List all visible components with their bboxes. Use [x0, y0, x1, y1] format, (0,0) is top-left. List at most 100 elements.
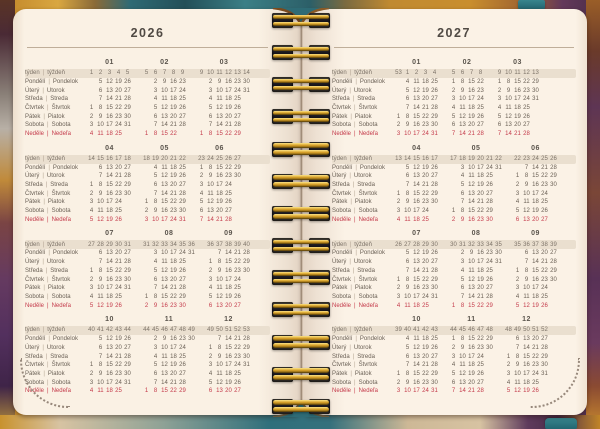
month-header-row: 01 02 03	[25, 58, 270, 68]
date-cell: 11	[459, 105, 466, 112]
date-cell: 11	[523, 293, 530, 300]
date-cell: 27	[431, 96, 438, 103]
date-cell: 19	[106, 302, 113, 309]
date-cell: 12	[97, 216, 104, 223]
week-number-cell: 44	[143, 327, 150, 334]
date-cell: 5	[451, 113, 456, 120]
week-number-cell: 6	[460, 70, 465, 77]
week-number-cell: 15	[97, 155, 104, 162]
date-cell: 14	[161, 190, 168, 197]
label-separator: |	[355, 164, 357, 171]
label-separator: |	[45, 182, 48, 189]
week-number-cell: 30	[115, 241, 122, 248]
date-cell: 25	[115, 208, 122, 215]
day-name-sk: Utorok	[46, 173, 65, 180]
week-number-cell: 39	[234, 241, 241, 248]
date-cell: 6	[405, 353, 410, 360]
quarter-block: 07 08 09 týden | týždeň 27 28 29 30 31 31 32 33 34 35 36…	[25, 229, 270, 310]
date-cell	[494, 284, 503, 293]
date-cell: 26	[486, 182, 493, 189]
date-cell: 12	[106, 336, 113, 343]
date-cell	[449, 267, 458, 276]
row-label: Čtvrtek | Štvrtok	[25, 104, 87, 113]
week-number-cell: 38	[225, 241, 232, 248]
row-label: Pondělí | Pondelok	[25, 335, 87, 344]
date-cell: 28	[124, 353, 131, 360]
day-name-cs: Čtvrtek	[25, 105, 45, 112]
date-cell: 5	[497, 113, 502, 120]
week-band: týden | týždeň 14 15 16 17 18 18 19 20 21 22 23 24 25 26…	[25, 154, 270, 164]
week-number-cell: 14	[243, 70, 250, 77]
date-cell: 7	[98, 96, 103, 103]
month-header-row: 01 02 03	[332, 58, 576, 68]
dates-group: 5 12 19 26	[142, 267, 196, 276]
date-cell: 30	[124, 276, 131, 283]
date-cell: 19	[523, 388, 530, 395]
date-cell: 15	[106, 182, 113, 189]
week-number-cell: 11	[514, 70, 521, 77]
date-cell: 2	[199, 173, 204, 180]
dates-group: 7 14 21 28	[87, 258, 132, 267]
date-cell: 26	[477, 370, 484, 377]
date-cell: 17	[514, 96, 521, 103]
day-name-cs: Pátek	[332, 113, 348, 120]
day-row: Čtvrtek | Štvrtok 2 9 16 23 30 6 13 20 27 3 10 17 24	[25, 276, 270, 285]
date-cell: 20	[422, 353, 429, 360]
day-name-cs: Sobota	[25, 293, 45, 300]
dates-group: 1 8 15 22 29	[513, 172, 558, 181]
date-cell: 20	[422, 96, 429, 103]
date-cell: 15	[106, 362, 113, 369]
date-cell: 16	[413, 122, 420, 129]
date-cell: 19	[422, 250, 429, 257]
date-cell: 25	[486, 267, 493, 274]
date-cell: 20	[170, 276, 177, 283]
date-cell: 21	[115, 353, 122, 360]
date-cell: 20	[477, 190, 484, 197]
row-label: Čtvrtek | Štvrtok	[25, 361, 87, 370]
date-cell: 2	[396, 379, 401, 386]
date-cell	[197, 78, 206, 87]
date-cell: 25	[541, 199, 548, 206]
dates-group: 7 14 21 28	[142, 190, 187, 199]
cover-edge-left	[0, 0, 15, 429]
week-number-cell: 9	[199, 70, 204, 77]
date-cell	[485, 387, 494, 396]
week-number-cell: 46	[468, 327, 475, 334]
date-cell: 10	[161, 87, 168, 94]
label-separator: |	[47, 190, 49, 197]
date-cell	[187, 302, 196, 311]
label-separator: |	[355, 250, 357, 257]
date-cell: 31	[431, 388, 438, 395]
row-label: Úterý | Utorok	[332, 172, 394, 181]
date-cell: 17	[532, 285, 539, 292]
date-cell: 11	[216, 370, 223, 377]
day-name-sk: Sobota	[358, 122, 378, 129]
label-separator: |	[354, 105, 356, 112]
date-cell: 9	[153, 302, 158, 309]
day-name-cs: Neděle	[25, 131, 45, 138]
date-cell: 9	[524, 276, 529, 283]
day-row: Středa | Streda 7 14 21 28 4 11 18 25 2 9 16 23 30	[25, 353, 270, 362]
date-cell: 23	[422, 122, 429, 129]
week-band: týden | týždeň 40 41 42 43 44 44 45 46 47 48 49 49 50 51…	[25, 326, 270, 336]
week-number-cell: 38	[541, 241, 548, 248]
date-cell: 18	[106, 131, 113, 138]
date-cell: 21	[225, 122, 232, 129]
date-cell: 15	[532, 173, 539, 180]
date-cell: 11	[216, 285, 223, 292]
bookmark-tab-top	[518, 0, 545, 11]
date-cell: 3	[144, 216, 149, 223]
row-label: Úterý | Utorok	[25, 172, 87, 181]
date-cell: 2	[497, 87, 502, 94]
date-cell: 28	[243, 250, 250, 257]
date-cell: 13	[505, 122, 512, 129]
label-separator: |	[42, 87, 44, 94]
date-cell: 6	[460, 285, 465, 292]
date-cell: 6	[405, 173, 410, 180]
binding-wire-bottom	[273, 85, 329, 91]
row-label: týden | týždeň	[25, 241, 87, 250]
date-cell: 14	[459, 388, 466, 395]
date-cell	[485, 353, 494, 362]
date-cell: 9	[217, 353, 222, 360]
date-cell: 25	[422, 216, 429, 223]
